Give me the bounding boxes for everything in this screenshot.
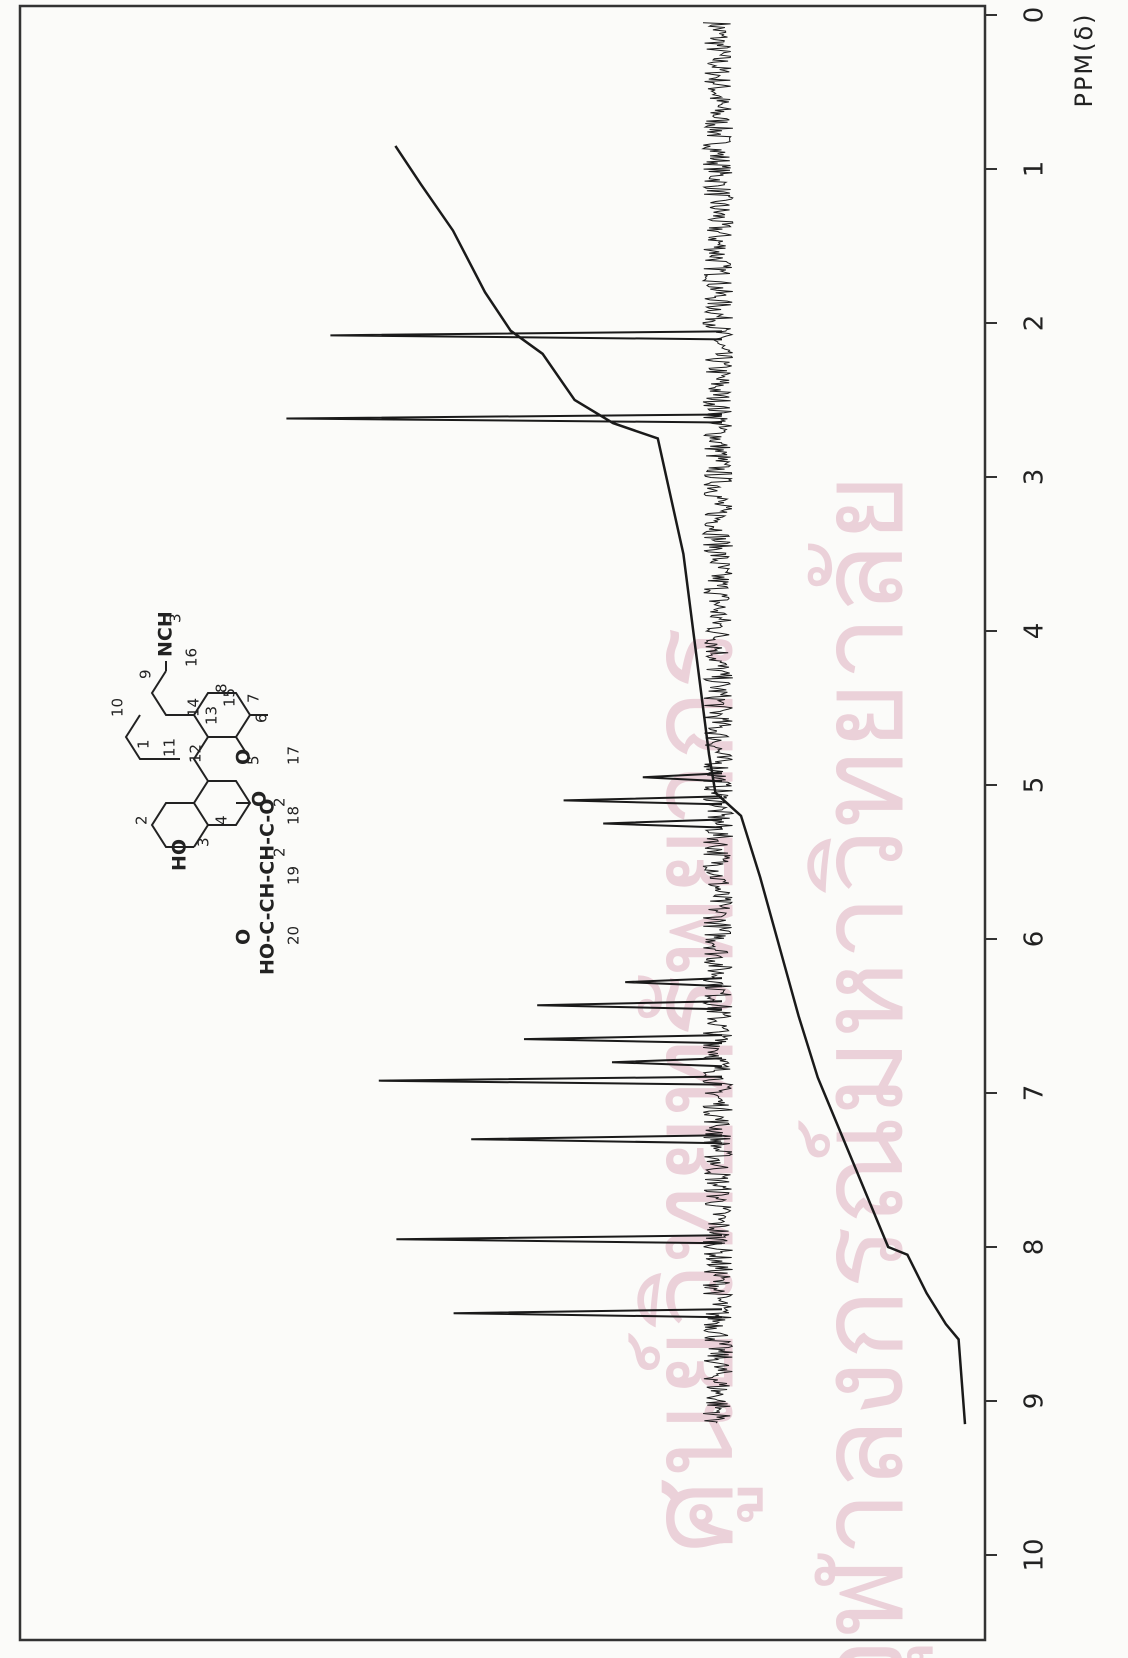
x-tick-label: 1 bbox=[1020, 161, 1050, 178]
structure-label: 2 bbox=[133, 815, 151, 825]
x-tick-label: 6 bbox=[1020, 931, 1050, 948]
x-tick-label: 9 bbox=[1020, 1393, 1050, 1410]
structure-label: 14 bbox=[185, 698, 203, 717]
x-tick-label: 8 bbox=[1020, 1239, 1050, 1256]
structure-label: 13 bbox=[203, 706, 221, 725]
structure-label: O bbox=[233, 929, 255, 945]
chart: ศูนย์วิทยทรัพยากรจุฬาลงกรณ์มหาวิทยาลัย H… bbox=[0, 0, 1128, 1658]
x-tick-label: 2 bbox=[1020, 315, 1050, 332]
x-tick-label: 3 bbox=[1020, 469, 1050, 486]
structure-label: 6 bbox=[253, 713, 271, 723]
peak bbox=[330, 331, 722, 339]
watermark-text: ศูนย์วิทยทรัพยากร bbox=[622, 626, 763, 1553]
structure-label: 3 bbox=[167, 613, 185, 623]
structure-label: HO bbox=[169, 839, 191, 871]
structure-label: 12 bbox=[187, 744, 205, 763]
structure-label: 1 bbox=[135, 739, 153, 749]
structure-label: 3 bbox=[195, 837, 213, 847]
x-tick-label: 4 bbox=[1020, 623, 1050, 640]
structure-label: 16 bbox=[183, 648, 201, 667]
peak bbox=[286, 414, 722, 422]
x-tick-label: 0 bbox=[1020, 7, 1050, 24]
structure-label: HO-C-CH-CH-C-O bbox=[257, 799, 279, 975]
structure-label: 17 bbox=[285, 746, 303, 765]
watermark: ศูนย์วิทยทรัพยากรจุฬาลงกรณ์มหาวิทยาลัย bbox=[622, 473, 934, 1658]
structure-label: O bbox=[233, 749, 255, 765]
structure-label: 15 bbox=[221, 688, 239, 707]
structure-label: 19 bbox=[285, 866, 303, 885]
structure-label: 7 bbox=[245, 693, 263, 703]
structure-label: 2 bbox=[271, 797, 289, 807]
structure-label: 11 bbox=[161, 738, 179, 757]
x-tick-label: 7 bbox=[1020, 1085, 1050, 1102]
x-tick-label: 10 bbox=[1020, 1538, 1050, 1571]
page: {"chart_data": { "type": "nmr-spectrum",… bbox=[0, 0, 1128, 1658]
structure-label: 2 bbox=[271, 847, 289, 857]
x-tick-label: 5 bbox=[1020, 777, 1050, 794]
structure-label: 20 bbox=[285, 926, 303, 945]
x-axis-title: PPM(δ) bbox=[1070, 12, 1098, 107]
structure-label: 9 bbox=[137, 669, 155, 679]
structure-label: 10 bbox=[109, 698, 127, 717]
structure-label: 18 bbox=[285, 806, 303, 825]
structure-label: 4 bbox=[213, 815, 231, 825]
